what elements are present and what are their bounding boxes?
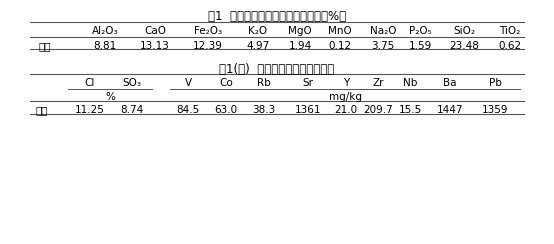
Text: CaO: CaO — [144, 26, 166, 36]
Text: %: % — [105, 92, 115, 102]
Text: TiO₂: TiO₂ — [499, 26, 521, 36]
Text: 84.5: 84.5 — [176, 105, 199, 115]
Text: Ba: Ba — [443, 78, 456, 88]
Text: 1359: 1359 — [482, 105, 508, 115]
Text: 1.59: 1.59 — [408, 41, 432, 51]
Text: P₂O₅: P₂O₅ — [409, 26, 432, 36]
Text: 209.7: 209.7 — [363, 105, 393, 115]
Text: 15.5: 15.5 — [398, 105, 422, 115]
Text: Rb: Rb — [257, 78, 271, 88]
Text: 0.12: 0.12 — [329, 41, 352, 51]
Text: 表1  污泥焚烧飞灰的主要化学成分（%）: 表1 污泥焚烧飞灰的主要化学成分（%） — [208, 10, 346, 23]
Text: Pb: Pb — [489, 78, 501, 88]
Text: Al₂O₃: Al₂O₃ — [92, 26, 119, 36]
Text: 1361: 1361 — [295, 105, 321, 115]
Text: 8.74: 8.74 — [120, 105, 143, 115]
Text: 38.3: 38.3 — [253, 105, 276, 115]
Text: MgO: MgO — [288, 26, 312, 36]
Text: 23.48: 23.48 — [449, 41, 479, 51]
Text: 0.62: 0.62 — [499, 41, 521, 51]
Text: Cl: Cl — [85, 78, 95, 88]
Text: 4.97: 4.97 — [247, 41, 270, 51]
Text: Zr: Zr — [372, 78, 384, 88]
Text: 1.94: 1.94 — [289, 41, 311, 51]
Text: 13.13: 13.13 — [140, 41, 170, 51]
Text: 表1(续)  焚烧飞灰的主要化学成分: 表1(续) 焚烧飞灰的主要化学成分 — [219, 63, 335, 76]
Text: 飞灰: 飞灰 — [36, 105, 48, 115]
Text: Y: Y — [343, 78, 349, 88]
Text: 63.0: 63.0 — [214, 105, 238, 115]
Text: 21.0: 21.0 — [335, 105, 357, 115]
Text: 11.25: 11.25 — [75, 105, 105, 115]
Text: Sr: Sr — [302, 78, 314, 88]
Text: mg/kg: mg/kg — [329, 92, 362, 102]
Text: V: V — [184, 78, 192, 88]
Text: 3.75: 3.75 — [371, 41, 394, 51]
Text: SO₃: SO₃ — [122, 78, 141, 88]
Text: 8.81: 8.81 — [94, 41, 117, 51]
Text: K₂O: K₂O — [248, 26, 268, 36]
Text: SiO₂: SiO₂ — [453, 26, 475, 36]
Text: Na₂O: Na₂O — [370, 26, 396, 36]
Text: 飞灰: 飞灰 — [39, 41, 52, 51]
Text: 12.39: 12.39 — [193, 41, 223, 51]
Text: Nb: Nb — [403, 78, 417, 88]
Text: MnO: MnO — [328, 26, 352, 36]
Text: Co: Co — [219, 78, 233, 88]
Text: Fe₂O₃: Fe₂O₃ — [194, 26, 222, 36]
Text: 1447: 1447 — [437, 105, 463, 115]
